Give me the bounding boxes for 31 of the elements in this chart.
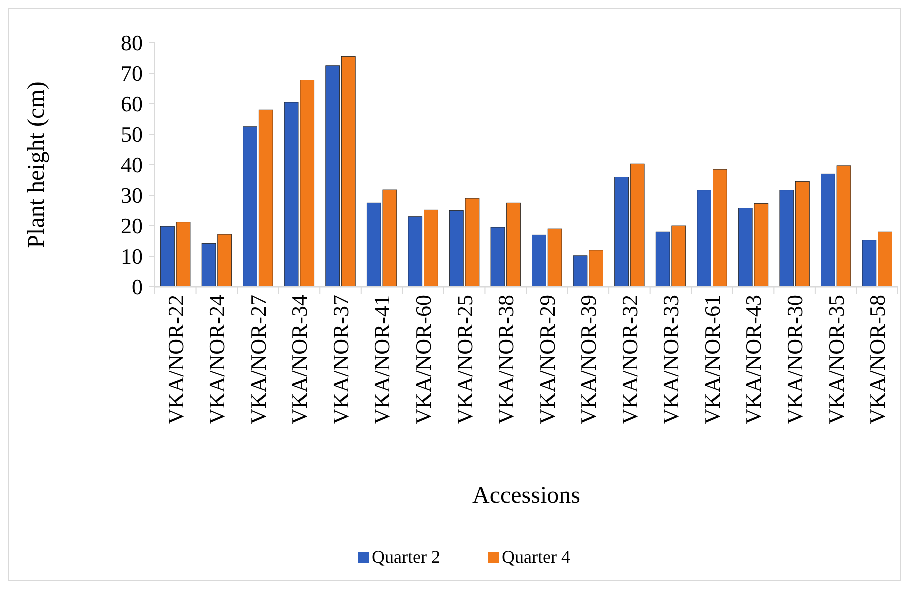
x-axis-title: Accessions [472,483,580,509]
y-tick-label: 30 [121,183,143,208]
x-tick-label: VKA/NOR-33 [658,295,684,425]
y-tick-label: 60 [121,92,143,117]
x-tick-label: VKA/NOR-25 [452,295,478,425]
x-tick-label: VKA/NOR-60 [411,295,436,425]
x-tick-label: VKA/NOR-32 [617,295,642,425]
y-tick-label: 50 [121,122,143,148]
y-tick-label: 80 [121,30,143,56]
y-tick-label: 70 [121,61,143,86]
x-tick-label: VKA/NOR-29 [534,295,560,425]
x-tick-label: VKA/NOR-41 [370,295,395,425]
x-tick-label: VKA/NOR-35 [824,295,849,425]
x-tick-label: VKA/NOR-37 [328,295,354,425]
y-tick-label: 20 [121,214,143,239]
x-tick-label: VKA/NOR-22 [163,295,188,425]
x-tick-label: VKA/NOR-30 [782,295,808,425]
x-tick-label: VKA/NOR-61 [700,295,725,425]
legend-label: Quarter 4 [502,547,570,567]
x-tick-label: VKA/NOR-24 [204,295,230,425]
y-tick-label: 10 [121,244,143,270]
x-tick-label: VKA/NOR-39 [576,295,602,425]
x-tick-label: VKA/NOR-58 [865,295,890,425]
y-tick-label: 0 [132,274,143,300]
legend-label: Quarter 2 [372,547,440,567]
y-axis-title: Plant height (cm) [24,82,50,248]
x-tick-label: VKA/NOR-43 [741,295,766,425]
x-tick-label: VKA/NOR-38 [494,295,519,425]
x-tick-label: VKA/NOR-27 [246,295,271,425]
x-tick-label: VKA/NOR-34 [287,295,312,425]
y-tick-label: 40 [121,152,143,178]
